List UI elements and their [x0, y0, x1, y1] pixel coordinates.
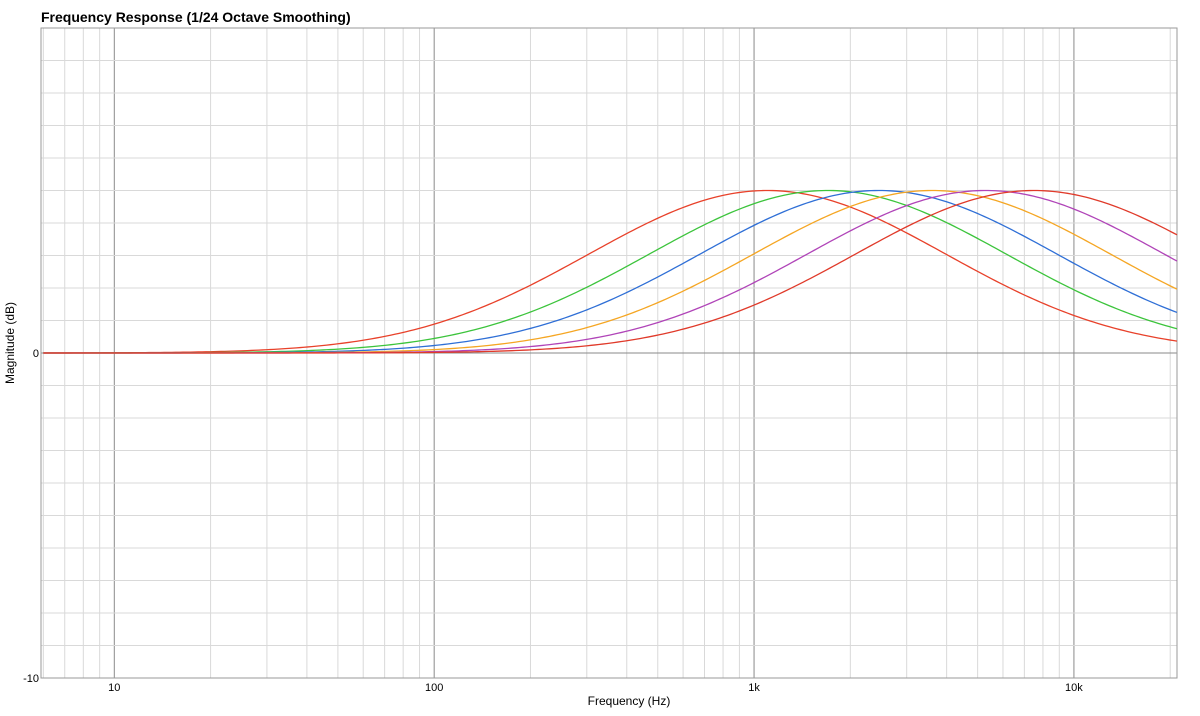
y-tick-label: 0	[33, 348, 39, 360]
y-tick-label: -10	[23, 673, 39, 685]
x-tick-label: 10k	[1065, 682, 1083, 694]
series-line-6	[43, 189, 1178, 354]
chart-title: Frequency Response (1/24 Octave Smoothin…	[41, 9, 351, 25]
x-axis-label: Frequency (Hz)	[588, 694, 671, 708]
series-line-1	[43, 189, 1178, 354]
x-tick-label: 1k	[748, 682, 760, 694]
x-tick-label: 100	[425, 682, 443, 694]
x-tick-label: 10	[108, 682, 120, 694]
plot-frame	[40, 27, 1178, 679]
y-axis-label: Magnitude (dB)	[3, 302, 17, 384]
